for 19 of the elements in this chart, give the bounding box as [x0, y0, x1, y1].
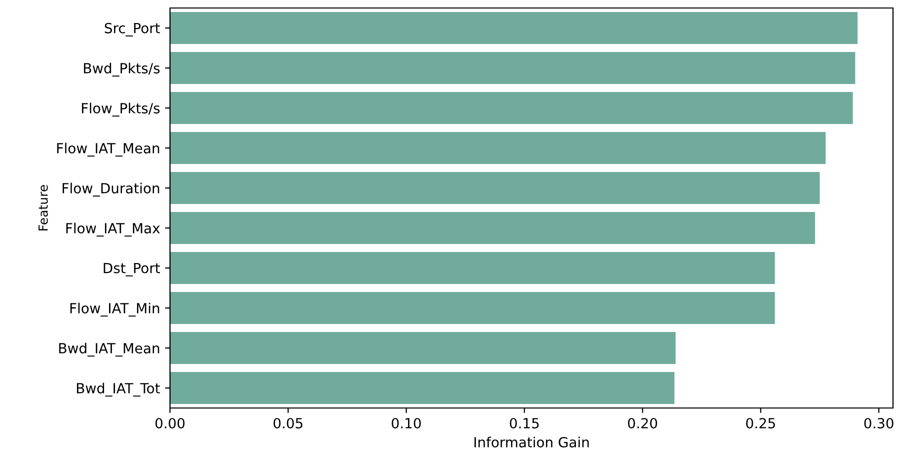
x-tick-label: 0.25 [746, 418, 775, 428]
x-tick-label: 0.05 [274, 418, 302, 428]
x-tick-label: 0.00 [155, 418, 185, 428]
y-tick-label: Bwd_IAT_Tot [76, 382, 160, 397]
y-tick-label: Bwd_IAT_Mean [59, 342, 160, 357]
x-tick-label: 0.10 [392, 418, 421, 428]
y-axis-title: Feature [38, 185, 48, 230]
y-tick-label: Src_Port [104, 22, 160, 36]
y-tick-label: Flow_IAT_Max [66, 222, 160, 237]
y-tick-label: Flow_Duration [62, 182, 160, 197]
y-tick-label: Flow_IAT_Min [70, 302, 160, 317]
y-tick-label: Flow_IAT_Mean [57, 142, 160, 157]
y-tick-label: Bwd_Pkts/s [84, 62, 160, 77]
x-tick-label: 0.30 [864, 418, 894, 428]
x-tick-label: 0.20 [628, 418, 658, 428]
y-tick-label: Dst_Port [104, 262, 160, 276]
x-tick-label: 0.15 [510, 418, 539, 428]
y-tick-label: Flow_Pkts/s [82, 102, 160, 117]
x-axis-title: Information Gain [474, 436, 589, 448]
